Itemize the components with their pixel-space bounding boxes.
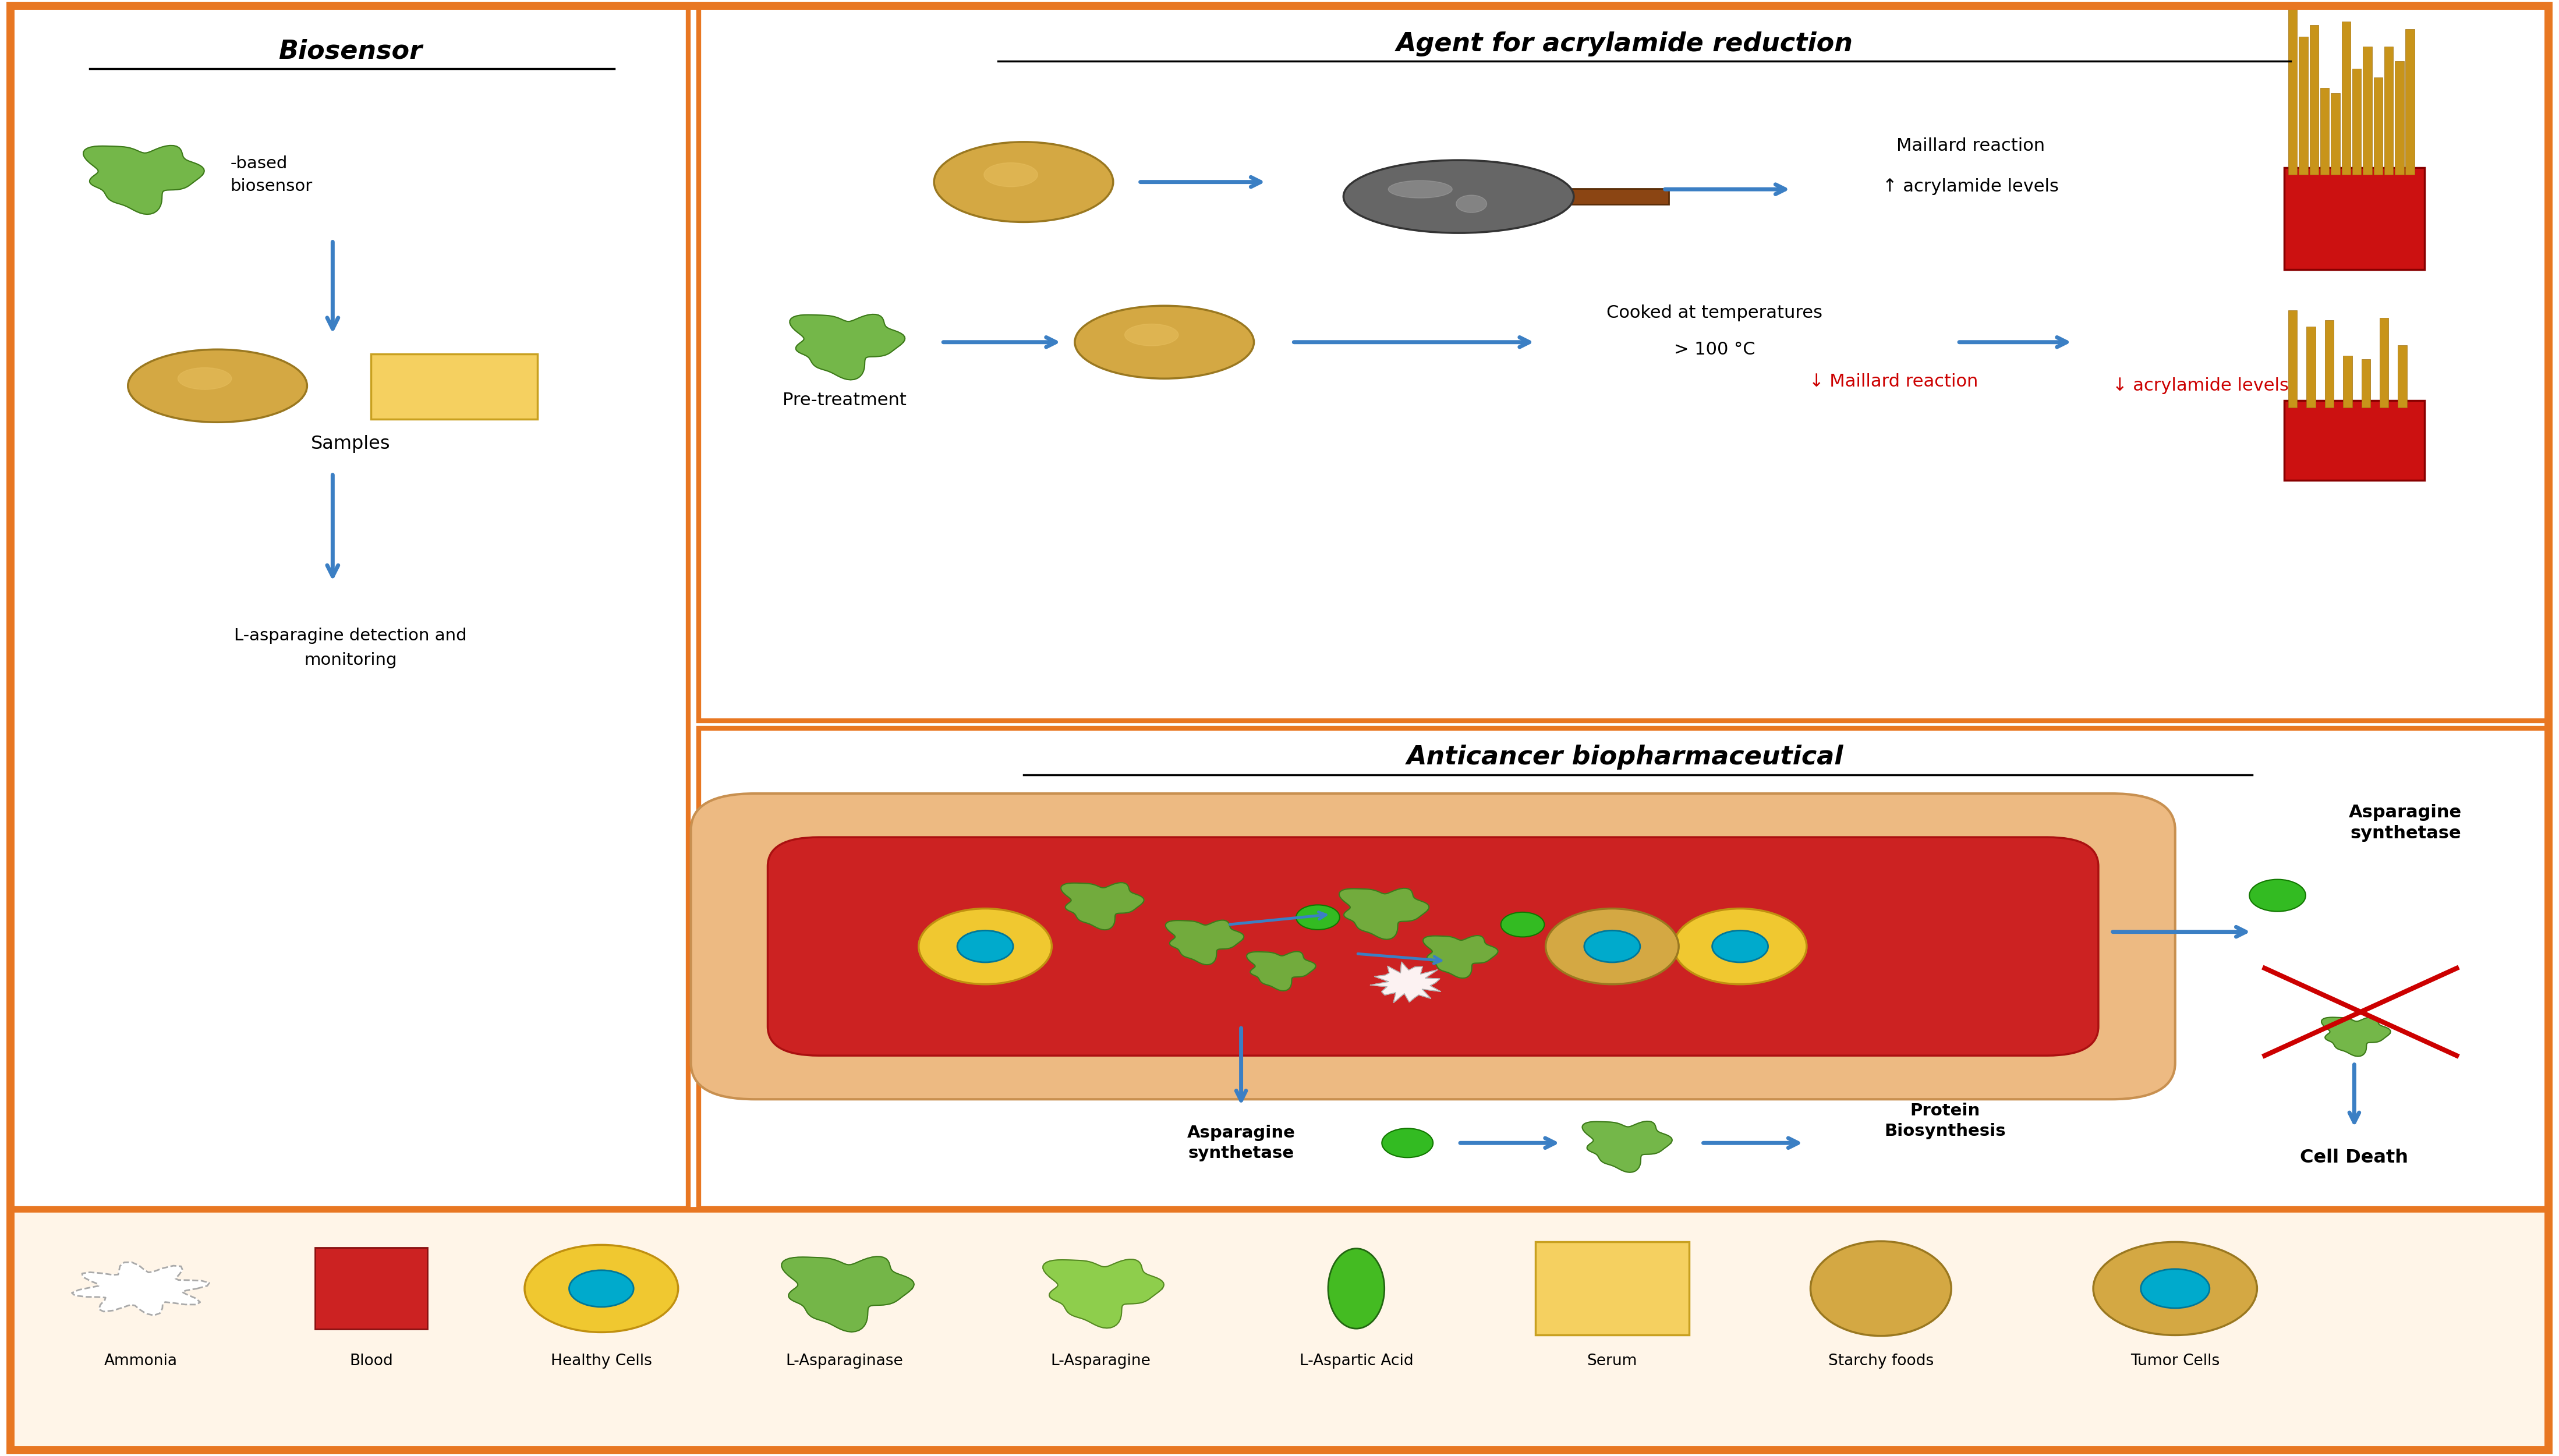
- Bar: [2385, 47, 2393, 175]
- Text: Asparagine
synthetase: Asparagine synthetase: [2349, 804, 2462, 842]
- Text: L-asparagine detection and
monitoring: L-asparagine detection and monitoring: [235, 628, 466, 668]
- Circle shape: [1546, 909, 1679, 984]
- Bar: [2398, 345, 2408, 408]
- FancyBboxPatch shape: [699, 728, 2549, 1208]
- Bar: [2395, 61, 2403, 175]
- Text: L-Asparaginase: L-Asparaginase: [786, 1354, 903, 1369]
- FancyBboxPatch shape: [768, 837, 2098, 1056]
- Text: ↓ acrylamide levels: ↓ acrylamide levels: [2114, 377, 2288, 395]
- FancyBboxPatch shape: [699, 6, 2549, 721]
- Text: Asparagine
synthetase: Asparagine synthetase: [1187, 1124, 1295, 1162]
- Text: Agent for acrylamide reduction: Agent for acrylamide reduction: [1397, 31, 1853, 57]
- Ellipse shape: [983, 163, 1039, 186]
- Circle shape: [1382, 1128, 1433, 1158]
- Ellipse shape: [1126, 323, 1177, 345]
- Polygon shape: [1044, 1259, 1164, 1328]
- Circle shape: [1674, 909, 1807, 984]
- Circle shape: [1297, 904, 1341, 930]
- Polygon shape: [1423, 936, 1497, 978]
- Text: Healthy Cells: Healthy Cells: [550, 1354, 653, 1369]
- Bar: [2298, 36, 2308, 175]
- Text: Samples: Samples: [310, 435, 392, 453]
- Circle shape: [2142, 1270, 2208, 1307]
- Text: L-Aspartic Acid: L-Aspartic Acid: [1300, 1354, 1413, 1369]
- Bar: [2285, 167, 2426, 269]
- Bar: [2362, 360, 2370, 408]
- Bar: [2324, 320, 2334, 408]
- Text: Anticancer biopharmaceutical: Anticancer biopharmaceutical: [1407, 744, 1842, 770]
- Text: -based
biosensor: -based biosensor: [230, 156, 312, 194]
- Bar: [315, 1248, 427, 1329]
- Bar: [2285, 400, 2426, 480]
- Circle shape: [1456, 195, 1487, 213]
- Polygon shape: [1581, 1121, 1671, 1172]
- Text: Biosensor: Biosensor: [279, 38, 422, 64]
- Bar: [2311, 25, 2318, 175]
- Circle shape: [919, 909, 1052, 984]
- Text: Maillard reaction: Maillard reaction: [1896, 137, 2045, 154]
- Ellipse shape: [177, 368, 233, 389]
- Text: L-Asparagine: L-Asparagine: [1049, 1354, 1152, 1369]
- Bar: [2344, 355, 2352, 408]
- Ellipse shape: [128, 349, 307, 422]
- Text: Blood: Blood: [348, 1354, 394, 1369]
- Bar: [2362, 47, 2372, 175]
- Text: > 100 °C: > 100 °C: [1674, 341, 1755, 358]
- Text: Ammonia: Ammonia: [105, 1354, 177, 1369]
- Polygon shape: [1062, 882, 1144, 930]
- Bar: [371, 354, 537, 419]
- Polygon shape: [2321, 1018, 2390, 1057]
- FancyBboxPatch shape: [691, 794, 2175, 1099]
- Text: Tumor Cells: Tumor Cells: [2132, 1354, 2219, 1369]
- Ellipse shape: [1343, 160, 1574, 233]
- Polygon shape: [72, 1262, 210, 1315]
- Bar: [2331, 93, 2339, 175]
- Text: Serum: Serum: [1587, 1354, 1638, 1369]
- Ellipse shape: [1809, 1241, 1953, 1337]
- Text: Starchy foods: Starchy foods: [1827, 1354, 1935, 1369]
- Circle shape: [2093, 1242, 2257, 1335]
- Circle shape: [1500, 911, 1546, 938]
- Bar: [2288, 310, 2298, 408]
- Bar: [2321, 87, 2329, 175]
- Polygon shape: [780, 1257, 914, 1332]
- Bar: [1541, 188, 1668, 204]
- Text: ↑ acrylamide levels: ↑ acrylamide levels: [1883, 178, 2057, 195]
- Ellipse shape: [1328, 1248, 1384, 1328]
- Circle shape: [2249, 879, 2306, 911]
- Ellipse shape: [1390, 181, 1454, 198]
- Polygon shape: [1246, 952, 1315, 992]
- Bar: [2352, 68, 2362, 175]
- Bar: [2405, 29, 2416, 175]
- Polygon shape: [1369, 962, 1441, 1003]
- Ellipse shape: [1075, 306, 1254, 379]
- Bar: [2306, 326, 2316, 408]
- FancyBboxPatch shape: [10, 6, 688, 1208]
- Text: Protein
Biosynthesis: Protein Biosynthesis: [1883, 1102, 2006, 1140]
- Bar: [2375, 77, 2382, 175]
- Bar: [2288, 9, 2298, 175]
- Polygon shape: [1164, 920, 1244, 965]
- Bar: [10, 1210, 2549, 1450]
- Circle shape: [568, 1270, 635, 1307]
- Bar: [1535, 1242, 1689, 1335]
- Text: ↓ Maillard reaction: ↓ Maillard reaction: [1809, 373, 1978, 390]
- Circle shape: [957, 930, 1013, 962]
- Bar: [2380, 317, 2388, 408]
- Polygon shape: [791, 314, 906, 380]
- Polygon shape: [1338, 888, 1428, 939]
- Text: Cell Death: Cell Death: [2301, 1149, 2408, 1166]
- Text: Cooked at temperatures: Cooked at temperatures: [1607, 304, 1822, 322]
- Ellipse shape: [934, 141, 1113, 223]
- Polygon shape: [84, 146, 205, 214]
- Circle shape: [525, 1245, 678, 1332]
- Text: Pre-treatment: Pre-treatment: [783, 392, 906, 409]
- Circle shape: [1584, 930, 1640, 962]
- Bar: [2341, 22, 2352, 175]
- Circle shape: [1712, 930, 1768, 962]
